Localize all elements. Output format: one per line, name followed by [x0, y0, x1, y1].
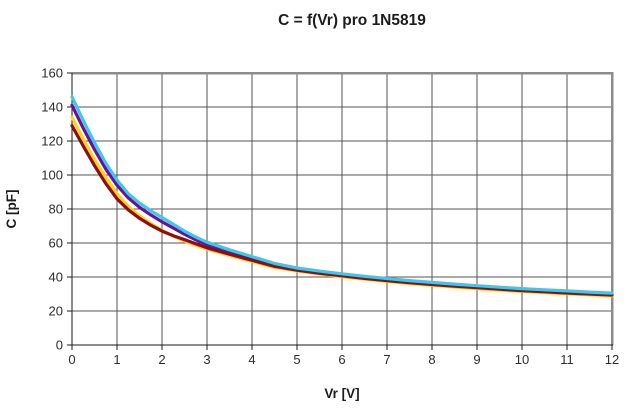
- frame-top-right: [72, 71, 614, 345]
- y-tick-label: 20: [49, 304, 63, 319]
- y-tick-label: 140: [41, 100, 63, 115]
- x-tick-label: 4: [248, 352, 255, 367]
- x-tick-label: 5: [293, 352, 300, 367]
- x-tick-label: 6: [338, 352, 345, 367]
- curve-series-cyan: [70, 95, 614, 295]
- chart-title: C = f(Vr) pro 1N5819: [278, 12, 426, 29]
- y-tick-label: 120: [41, 134, 63, 149]
- x-tick-label: 1: [113, 352, 120, 367]
- y-tick-label: 100: [41, 168, 63, 183]
- x-tick-label: 7: [383, 352, 390, 367]
- x-tick-label: 2: [158, 352, 165, 367]
- y-axis-label: C [pF]: [4, 190, 19, 229]
- axis-ticks: [67, 72, 613, 350]
- curve-series-maroon: [70, 124, 614, 297]
- y-tick-label: 60: [49, 236, 63, 251]
- y-tick-label: 0: [56, 338, 63, 353]
- x-tick-label: 9: [473, 352, 480, 367]
- data-curves: [70, 95, 614, 298]
- gridlines: [72, 73, 612, 345]
- x-tick-label: 12: [605, 352, 619, 367]
- x-tick-label: 3: [203, 352, 210, 367]
- x-tick-label: 11: [560, 352, 574, 367]
- x-tick-label: 10: [515, 352, 529, 367]
- x-tick-label: 0: [68, 352, 75, 367]
- x-tick-label: 8: [428, 352, 435, 367]
- y-tick-label: 40: [49, 270, 63, 285]
- y-tick-label: 160: [41, 66, 63, 81]
- y-tick-label: 80: [49, 202, 63, 217]
- x-axis-label: Vr [V]: [324, 386, 359, 401]
